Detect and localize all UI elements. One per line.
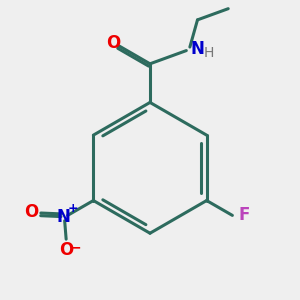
Text: O: O <box>106 34 120 52</box>
Text: O: O <box>59 241 73 259</box>
Text: −: − <box>69 240 81 254</box>
Text: O: O <box>24 203 38 221</box>
Text: +: + <box>68 202 78 215</box>
Text: F: F <box>239 206 250 224</box>
Text: H: H <box>203 46 214 60</box>
Text: N: N <box>56 208 70 226</box>
Text: N: N <box>191 40 205 58</box>
